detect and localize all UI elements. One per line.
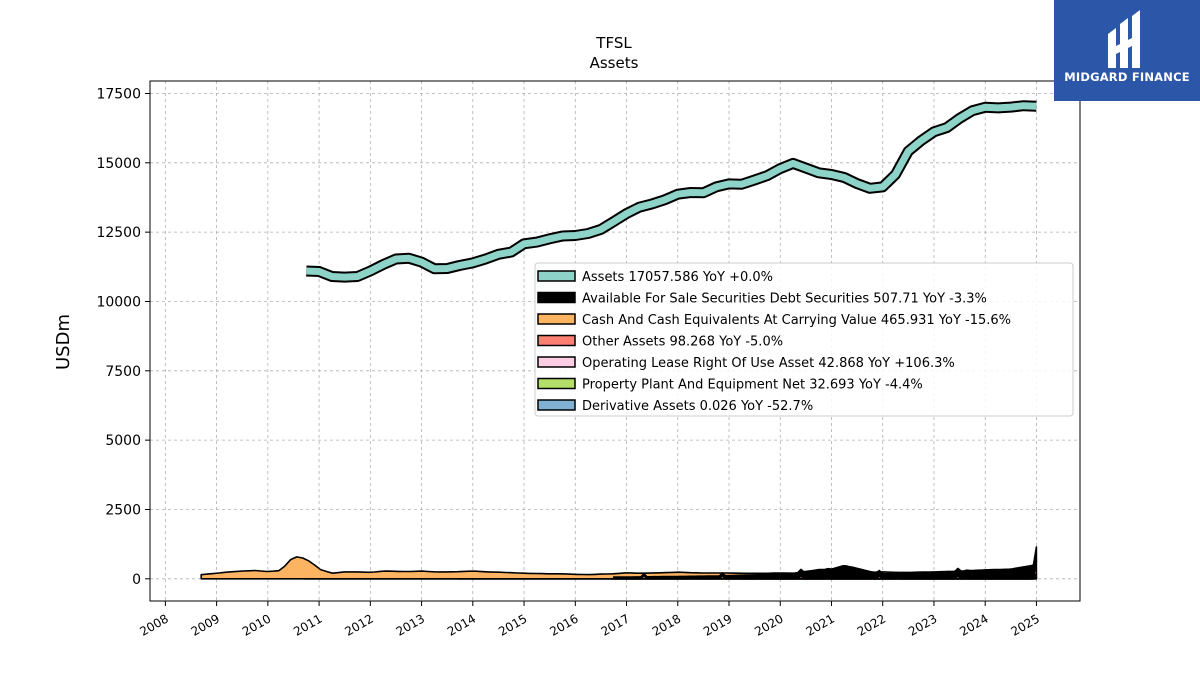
legend-box (534, 262, 1074, 417)
y-tick-label: 2500 (105, 502, 141, 518)
legend-swatch (537, 399, 576, 411)
legend-swatch (537, 270, 576, 282)
plot-frame (149, 80, 1081, 602)
legend-item: Assets 17057.586 YoY +0.0% (537, 270, 773, 285)
legend-swatch (537, 313, 576, 325)
midgard-logo-icon (1108, 10, 1140, 68)
y-tick-label: 12500 (96, 225, 141, 241)
chart-title: TFSL (595, 34, 632, 52)
legend-swatch (537, 356, 576, 368)
legend-label: Other Assets 98.268 YoY -5.0% (582, 335, 783, 350)
legend-swatch (537, 377, 576, 390)
legend-swatch (537, 291, 576, 304)
y-tick-label: 15000 (96, 156, 141, 172)
legend-item: Other Assets 98.268 YoY -5.0% (537, 334, 783, 350)
legend-label: Operating Lease Right Of Use Asset 42.86… (582, 356, 955, 371)
legend-item: Cash And Cash Equivalents At Carrying Va… (537, 313, 1011, 328)
y-axis-ticks: 0 2500 5000 7500 10000 12500 15000 17500 (96, 86, 150, 588)
y-tick-label: 0 (132, 572, 141, 588)
legend-item: Available For Sale Securities Debt Secur… (537, 291, 987, 307)
area-available-for-sale-securities-debt-securities (612, 546, 1038, 580)
y-tick-label: 5000 (105, 433, 141, 449)
legend-label: Assets 17057.586 YoY +0.0% (582, 270, 773, 285)
area-cash-and-cash-equivalents-at-carrying-value (200, 556, 1038, 580)
legend-swatch (537, 334, 576, 347)
legend-item: Property Plant And Equipment Net 32.693 … (537, 377, 923, 393)
series-line-assets (306, 100, 1037, 283)
chart-subtitle: Assets (590, 54, 639, 72)
y-tick-label: 7500 (105, 364, 141, 380)
y-tick-label: 10000 (96, 294, 141, 310)
series-areas (200, 100, 1038, 580)
legend-label: Derivative Assets 0.026 YoY -52.7% (582, 399, 813, 414)
y-axis-label: USDm (53, 314, 74, 370)
legend: Assets 17057.586 YoY +0.0% Available For … (534, 262, 1074, 417)
legend-item: Derivative Assets 0.026 YoY -52.7% (537, 399, 813, 414)
brand-logo: MIDGARD FINANCE (1054, 0, 1200, 101)
legend-label: Available For Sale Securities Debt Secur… (582, 292, 987, 307)
assets-line-fill (306, 102, 1037, 281)
legend-label: Property Plant And Equipment Net 32.693 … (582, 378, 923, 393)
brand-name: MIDGARD FINANCE (1064, 70, 1190, 84)
legend-label: Cash And Cash Equivalents At Carrying Va… (582, 313, 1011, 328)
legend-item: Operating Lease Right Of Use Asset 42.86… (537, 356, 955, 371)
y-tick-label: 17500 (96, 86, 141, 102)
